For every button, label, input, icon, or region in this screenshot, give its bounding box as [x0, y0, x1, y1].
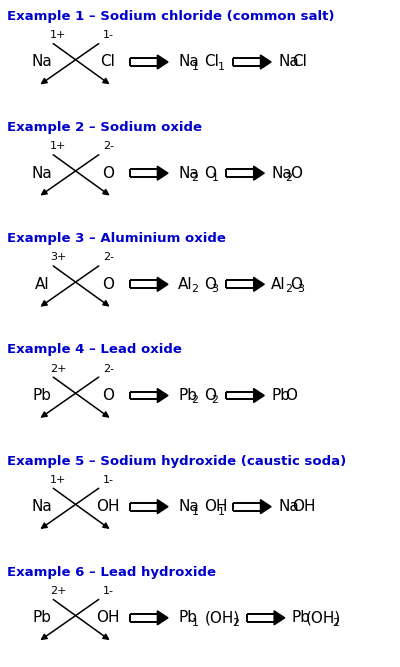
Text: 1: 1	[192, 507, 199, 517]
Text: Na: Na	[32, 165, 52, 181]
Text: O: O	[290, 277, 302, 292]
Text: 1-: 1-	[103, 475, 114, 485]
Text: 1: 1	[211, 173, 218, 183]
Text: 3+: 3+	[50, 252, 66, 262]
Text: Pb: Pb	[178, 388, 197, 403]
Text: Na: Na	[178, 499, 199, 514]
Text: 1+: 1+	[50, 30, 66, 40]
Text: Na: Na	[178, 55, 199, 69]
Text: Example 2 – Sodium oxide: Example 2 – Sodium oxide	[7, 121, 202, 134]
Text: Example 3 – Aluminium oxide: Example 3 – Aluminium oxide	[7, 232, 226, 245]
Text: O: O	[285, 388, 297, 403]
Text: 3: 3	[211, 284, 218, 294]
Text: 2: 2	[192, 284, 198, 294]
Text: 1: 1	[218, 507, 225, 517]
Text: OH: OH	[204, 499, 228, 514]
Text: Na: Na	[32, 499, 52, 514]
Polygon shape	[157, 166, 168, 180]
Text: Cl: Cl	[292, 55, 307, 69]
Polygon shape	[157, 388, 168, 402]
Text: O: O	[102, 165, 114, 181]
Text: Pb: Pb	[32, 388, 52, 403]
Polygon shape	[260, 500, 271, 514]
Text: 2-: 2-	[103, 141, 114, 151]
Polygon shape	[260, 55, 271, 69]
Text: Al: Al	[35, 277, 49, 292]
Text: Example 5 – Sodium hydroxide (caustic soda): Example 5 – Sodium hydroxide (caustic so…	[7, 455, 346, 468]
Text: Al: Al	[178, 277, 193, 292]
Polygon shape	[157, 500, 168, 514]
Text: Na: Na	[278, 499, 299, 514]
Text: Example 6 – Lead hydroxide: Example 6 – Lead hydroxide	[7, 566, 216, 579]
Text: 1-: 1-	[103, 30, 114, 40]
Text: (OH): (OH)	[204, 610, 240, 626]
Text: 1+: 1+	[50, 141, 66, 151]
Text: 1: 1	[192, 62, 199, 72]
Text: OH: OH	[292, 499, 315, 514]
Text: 3: 3	[297, 284, 304, 294]
Text: OH: OH	[96, 610, 120, 626]
Polygon shape	[274, 611, 285, 625]
Polygon shape	[157, 611, 168, 625]
Text: Pb: Pb	[271, 388, 290, 403]
Text: Na: Na	[271, 165, 292, 181]
Text: O: O	[204, 165, 216, 181]
Polygon shape	[254, 388, 264, 402]
Text: 2+: 2+	[50, 364, 66, 374]
Text: (OH): (OH)	[305, 610, 341, 626]
Text: Al: Al	[271, 277, 286, 292]
Text: 1-: 1-	[103, 586, 114, 596]
Text: 2: 2	[232, 618, 239, 628]
Text: O: O	[204, 388, 216, 403]
Text: Pb: Pb	[178, 610, 197, 626]
Text: 2: 2	[192, 173, 198, 183]
Text: OH: OH	[96, 499, 120, 514]
Polygon shape	[157, 55, 168, 69]
Text: 2: 2	[333, 618, 340, 628]
Text: 2+: 2+	[50, 586, 66, 596]
Polygon shape	[157, 277, 168, 291]
Text: Pb: Pb	[32, 610, 52, 626]
Text: 2: 2	[285, 173, 292, 183]
Text: 2: 2	[285, 284, 292, 294]
Text: O: O	[102, 277, 114, 292]
Text: 2: 2	[211, 396, 218, 406]
Text: Example 4 – Lead oxide: Example 4 – Lead oxide	[7, 344, 182, 356]
Text: 1: 1	[192, 618, 199, 628]
Polygon shape	[254, 277, 264, 291]
Text: Cl: Cl	[204, 55, 220, 69]
Text: Pb: Pb	[292, 610, 311, 626]
Text: O: O	[102, 388, 114, 403]
Text: 2-: 2-	[103, 364, 114, 374]
Text: Na: Na	[178, 165, 199, 181]
Text: 1+: 1+	[50, 475, 66, 485]
Text: Example 1 – Sodium chloride (common salt): Example 1 – Sodium chloride (common salt…	[7, 10, 334, 23]
Text: Na: Na	[278, 55, 299, 69]
Text: O: O	[290, 165, 302, 181]
Text: O: O	[204, 277, 216, 292]
Text: 2: 2	[192, 396, 198, 406]
Text: Na: Na	[32, 55, 52, 69]
Polygon shape	[254, 166, 264, 180]
Text: 1: 1	[218, 62, 225, 72]
Text: 2-: 2-	[103, 252, 114, 262]
Text: Cl: Cl	[100, 55, 116, 69]
